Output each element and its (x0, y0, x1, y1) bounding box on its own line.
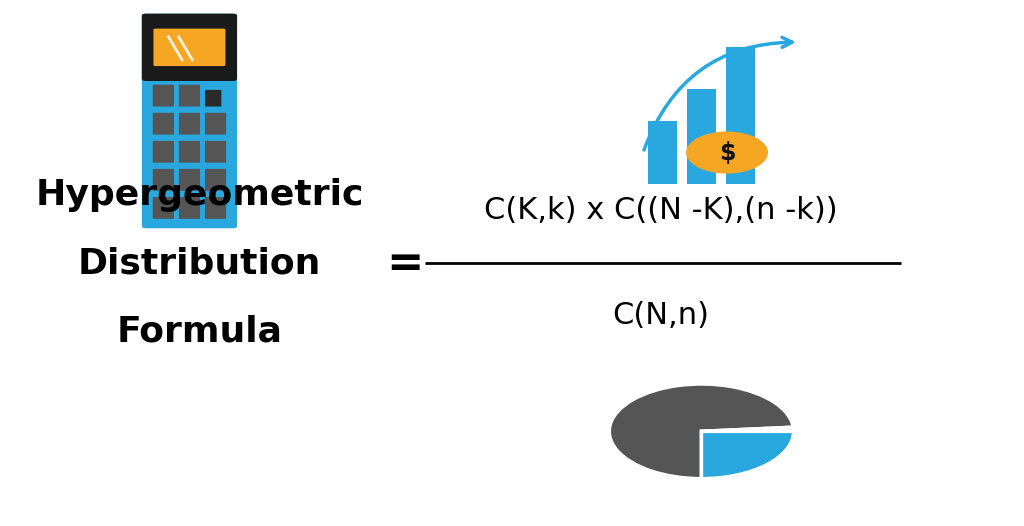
Text: C(N,n): C(N,n) (612, 301, 709, 330)
Wedge shape (609, 384, 794, 479)
FancyBboxPatch shape (205, 141, 226, 163)
FancyBboxPatch shape (179, 141, 200, 163)
FancyBboxPatch shape (153, 197, 174, 219)
FancyBboxPatch shape (179, 197, 200, 219)
FancyBboxPatch shape (153, 113, 174, 135)
Wedge shape (701, 427, 794, 431)
FancyBboxPatch shape (153, 85, 174, 107)
FancyBboxPatch shape (153, 141, 174, 163)
FancyBboxPatch shape (141, 14, 237, 81)
FancyBboxPatch shape (179, 169, 200, 191)
Bar (726, 47, 755, 184)
FancyBboxPatch shape (179, 113, 200, 135)
Text: $: $ (719, 140, 735, 165)
FancyBboxPatch shape (205, 169, 226, 191)
FancyBboxPatch shape (154, 28, 225, 66)
Bar (648, 121, 677, 184)
Bar (687, 89, 716, 184)
Circle shape (686, 132, 768, 174)
Text: Distribution: Distribution (78, 246, 322, 280)
Text: =: = (386, 241, 423, 285)
FancyBboxPatch shape (153, 169, 174, 191)
FancyBboxPatch shape (179, 85, 200, 107)
Wedge shape (701, 431, 794, 479)
FancyBboxPatch shape (141, 14, 237, 228)
Text: Hypergeometric: Hypergeometric (36, 178, 364, 211)
FancyBboxPatch shape (205, 90, 221, 107)
Text: C(K,k) x C((N -K),(n -k)): C(K,k) x C((N -K),(n -k)) (483, 196, 838, 225)
Text: Formula: Formula (117, 315, 283, 348)
FancyBboxPatch shape (205, 113, 226, 135)
FancyBboxPatch shape (205, 197, 226, 219)
FancyBboxPatch shape (142, 14, 236, 80)
